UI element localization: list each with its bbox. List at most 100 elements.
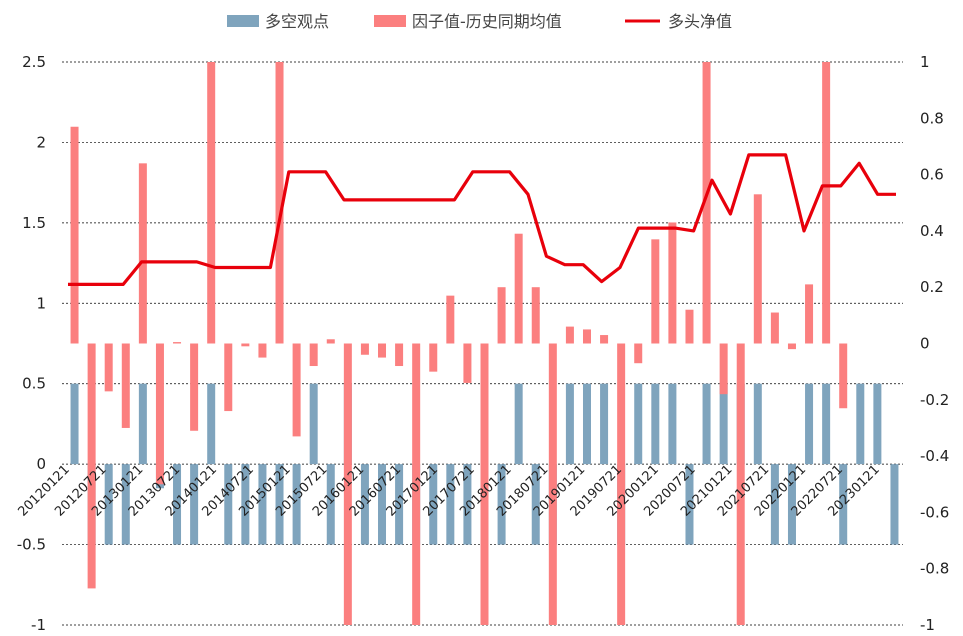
bar-factor: [600, 335, 609, 344]
bar-factor: [463, 343, 472, 383]
right-tick-label: -0.2: [920, 391, 949, 409]
bar-factor: [480, 343, 489, 625]
bar-duokong: [104, 464, 113, 545]
bar-factor: [787, 343, 796, 350]
bar-duokong: [309, 383, 318, 465]
bar-factor: [839, 343, 848, 409]
left-tick-label: 1: [36, 294, 46, 312]
left-tick-label: -0.5: [17, 536, 46, 554]
bar-duokong: [207, 383, 216, 465]
bar-duokong: [514, 383, 523, 465]
bar-duokong: [873, 383, 882, 465]
bar-duokong: [565, 383, 574, 465]
bar-duokong: [634, 383, 643, 465]
bar-factor: [736, 343, 745, 625]
bar-factor: [702, 62, 711, 344]
bar-factor: [651, 239, 660, 344]
bar-duokong: [770, 464, 779, 545]
bar-factor: [292, 343, 301, 437]
bar-factor: [378, 343, 387, 358]
legend: 多空观点 因子值-历史同期均值 多头净值: [227, 12, 732, 31]
left-tick-label: 0: [36, 455, 46, 473]
bar-factor: [395, 343, 404, 367]
bar-duokong: [360, 464, 369, 545]
right-tick-label: -1: [920, 616, 935, 634]
bar-duokong: [787, 464, 796, 545]
bar-duokong: [258, 464, 267, 545]
bar-factor: [70, 126, 79, 344]
bar-factor: [753, 194, 762, 344]
bar-factor: [565, 326, 574, 344]
bar-factor: [634, 343, 643, 364]
bar-factor: [582, 329, 591, 344]
net-value-line: [68, 153, 896, 286]
legend-label-line: 多头净值: [668, 12, 732, 31]
bar-duokong: [138, 383, 147, 465]
bar-factor: [412, 343, 421, 625]
bar-duokong: [531, 464, 540, 545]
left-axis-ticks: -1 -0.5 0 0.5 1 1.5 2 2.5: [17, 53, 46, 634]
right-tick-label: 0.8: [920, 109, 944, 127]
bar-factor: [275, 62, 284, 344]
bar-factor: [429, 343, 438, 372]
bar-duokong: [70, 383, 79, 465]
right-tick-label: 0.2: [920, 278, 944, 296]
bar-factor: [173, 342, 182, 344]
bar-factor: [343, 343, 352, 625]
legend-swatch-duokong: [227, 15, 259, 27]
bar-factor: [514, 233, 523, 344]
bar-factor: [685, 309, 694, 344]
right-tick-label: 0.4: [920, 222, 944, 240]
bars-factor: [70, 62, 848, 625]
bar-duokong: [446, 464, 455, 545]
right-tick-label: -0.8: [920, 560, 949, 578]
bar-factor: [87, 343, 96, 589]
bar-duokong: [685, 464, 694, 545]
bar-duokong: [753, 383, 762, 465]
bar-factor: [497, 287, 506, 344]
bar-duokong: [702, 383, 711, 465]
right-tick-label: 1: [920, 53, 930, 71]
bar-duokong: [497, 464, 506, 545]
bar-factor: [207, 62, 216, 344]
bar-factor: [805, 284, 814, 344]
bar-duokong: [326, 464, 335, 545]
bar-factor: [446, 295, 455, 344]
bar-factor: [326, 339, 335, 344]
bar-duokong: [651, 383, 660, 465]
right-tick-label: -0.4: [920, 447, 949, 465]
bar-duokong: [378, 464, 387, 545]
bar-factor: [770, 312, 779, 344]
bar-factor: [668, 222, 677, 344]
bar-duokong: [839, 464, 848, 545]
bar-duokong: [856, 383, 865, 465]
bar-factor: [190, 343, 199, 431]
bar-factor: [258, 343, 267, 358]
right-tick-label: 0.6: [920, 166, 944, 184]
legend-swatch-factor: [374, 15, 406, 27]
bar-factor: [241, 343, 250, 347]
bar-factor: [155, 343, 164, 485]
bar-factor: [719, 343, 728, 395]
line-net-value: [68, 153, 896, 286]
left-tick-label: 2.5: [22, 53, 46, 71]
bar-duokong: [582, 383, 591, 465]
left-tick-label: 1.5: [22, 214, 46, 232]
legend-label-duokong: 多空观点: [265, 12, 329, 31]
bar-duokong: [822, 383, 831, 465]
bar-factor: [224, 343, 233, 412]
bar-factor: [548, 343, 557, 625]
right-tick-label: 0: [920, 335, 930, 353]
bar-factor: [309, 343, 318, 367]
bar-duokong: [429, 464, 438, 545]
legend-label-factor: 因子值-历史同期均值: [412, 12, 562, 31]
bar-duokong: [805, 383, 814, 465]
bar-duokong: [463, 464, 472, 545]
bar-duokong: [395, 464, 404, 545]
bar-duokong: [668, 383, 677, 465]
bar-duokong: [241, 464, 250, 545]
bar-duokong: [890, 464, 899, 545]
bar-duokong: [275, 464, 284, 545]
